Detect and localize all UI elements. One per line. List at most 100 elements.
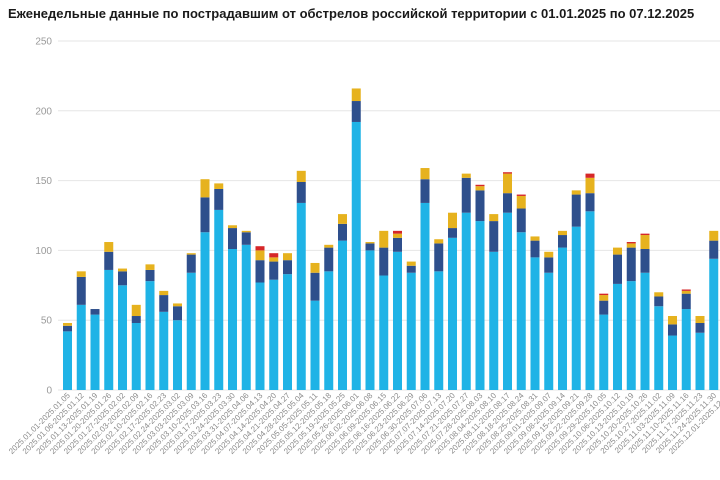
bar-segment [626,247,636,282]
bar-segment [640,233,650,236]
bar-segment [530,257,540,390]
bar-segment [709,258,719,390]
bar-segment [186,254,196,273]
bar-segment [379,247,389,276]
bar-segment [63,322,72,326]
bar-segment [228,249,237,390]
bar-segment [365,250,375,390]
bar-segment [640,272,650,390]
y-axis: 0 50 100 150 200 250 [35,37,52,397]
bar-segment [159,290,169,296]
bar-segment [668,324,677,336]
bar-segment [269,257,279,262]
bar-segment [558,230,567,236]
bar-segment [214,183,224,189]
bar-segment [503,173,512,194]
bar-segment [104,251,114,270]
bar-segment [461,173,471,178]
bar-segment [324,247,334,272]
bar-segment [475,186,485,191]
bar-segment [255,260,265,283]
bar-segment [695,316,705,323]
bar-segment [585,211,595,390]
bar-segment [310,272,320,301]
y-tick-label: 200 [35,106,52,117]
bar-segment [434,243,444,272]
bar-segment [503,172,512,174]
bar-segment [475,184,485,187]
bar-segment [118,271,127,286]
bar-segment [434,271,444,390]
bar-segment [613,283,622,390]
bar-segment [668,335,677,390]
bar-segment [159,311,169,390]
bar-segment [255,246,265,251]
bar-segment [489,214,499,222]
bar-segment [173,303,182,307]
bar-segment [214,209,224,390]
bar-segment [76,304,86,390]
bar-segment [283,260,292,275]
bar-segment [131,322,141,390]
bar-segment [420,179,430,203]
bar-segment [448,212,457,229]
bar-segment [393,230,402,234]
bar-segment [475,221,485,390]
bar-segment [351,121,361,390]
bar-segment [544,257,554,273]
y-tick-label: 50 [41,316,53,327]
bar-segment [241,244,251,390]
bar-segment [571,190,581,195]
bar-segment [338,240,347,390]
bar-segment [393,251,402,390]
bar-segment [681,293,691,310]
bar-segment [104,269,114,390]
y-tick-label: 250 [35,37,52,48]
bar-segment [654,292,664,297]
bar-segment [461,212,471,390]
bar-segment [159,295,169,312]
bar-segment [379,275,389,390]
bar-segment [571,226,581,390]
bar-segment [461,177,471,213]
bar-segment [681,290,691,294]
bar-segment [296,170,306,182]
bar-segment [668,316,677,325]
bar-segment [613,247,622,255]
bar-segment [63,325,72,332]
bar-segment [695,332,705,390]
bar-segment [406,265,416,273]
bar-segment [200,232,210,390]
bar-segment [173,320,182,390]
bar-segment [626,243,636,248]
bar-segment [173,306,182,321]
bar-segment [324,271,334,390]
bar-segment [640,249,650,273]
bar-segment [516,194,526,196]
bar-segment [131,304,141,317]
bar-segment [76,276,86,305]
bar-segment [681,309,691,390]
bars [63,88,719,390]
bar-segment [571,194,581,227]
bar-segment [228,228,237,250]
bar-segment [434,239,444,244]
bar-segment [448,237,457,390]
bar-segment [269,279,279,390]
bar-segment [695,322,705,333]
bar-segment [351,88,361,102]
bar-segment [338,214,347,224]
bar-segment [599,293,609,296]
bar-segment [145,281,155,390]
bar-segment [310,262,320,273]
bar-segment [406,261,416,266]
bar-segment [626,242,636,244]
bar-segment [228,225,237,229]
bar-segment [503,212,512,390]
gridlines [58,40,720,391]
bar-segment [186,253,196,255]
bar-segment [379,230,389,248]
bar-segment [283,274,292,390]
bar-segment [503,193,512,213]
